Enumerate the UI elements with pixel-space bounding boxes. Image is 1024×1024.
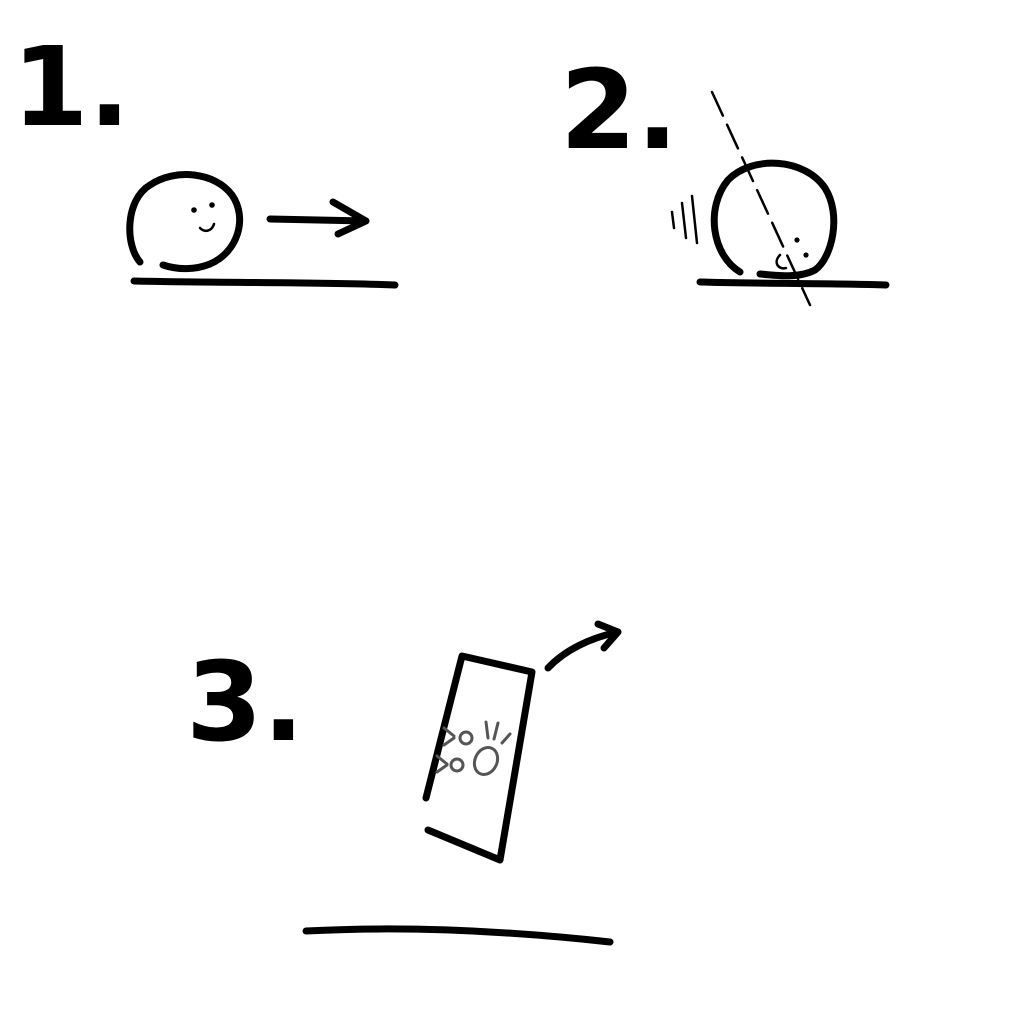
face-eye-upper	[458, 730, 474, 746]
ball-eye-left	[191, 207, 197, 213]
panel-1: 1.	[12, 23, 399, 289]
ball-smile	[198, 222, 216, 233]
vibration-marks	[670, 194, 699, 245]
motion-arrow-right	[266, 198, 370, 238]
ball-eye-right	[209, 202, 215, 208]
face-eye-lower	[449, 757, 465, 773]
step-label-3: 3.	[186, 638, 304, 766]
rectangle-character	[422, 652, 536, 864]
surprised-face	[435, 720, 512, 777]
face-surprise-lines	[484, 720, 512, 745]
face-eye-marks	[435, 726, 456, 774]
launch-arrow	[544, 620, 622, 672]
dashed-cut-line	[710, 90, 812, 307]
ball-mouth	[775, 253, 788, 270]
panel-2: 2.	[560, 46, 890, 307]
ball-eye-left	[794, 237, 800, 243]
ball-character-bumping	[710, 159, 838, 280]
panel-3: 3.	[186, 620, 622, 946]
ball-eye-right	[803, 252, 809, 258]
ground-line-2	[696, 278, 890, 289]
ground-line-3	[302, 925, 614, 946]
ground-line-1	[130, 277, 399, 289]
step-label-2: 2.	[560, 46, 678, 174]
ball-character	[126, 171, 244, 273]
step-label-1: 1.	[12, 23, 130, 151]
face-mouth-open	[472, 745, 500, 777]
